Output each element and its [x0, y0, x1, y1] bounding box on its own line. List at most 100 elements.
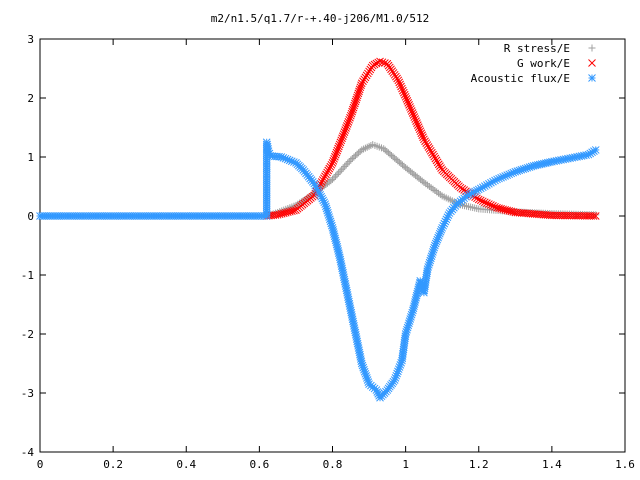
data-point	[342, 161, 350, 169]
data-point	[344, 118, 353, 126]
data-point	[322, 170, 330, 179]
data-point	[406, 105, 415, 113]
legend-marker	[588, 74, 596, 82]
data-point	[483, 199, 491, 208]
data-point	[485, 200, 493, 208]
data-point	[425, 182, 433, 190]
data-point	[403, 97, 412, 105]
data-point	[407, 107, 416, 115]
data-point	[332, 172, 340, 180]
data-point	[420, 178, 428, 186]
x-tick-label: 0.6	[249, 458, 269, 471]
data-point	[337, 136, 346, 145]
data-point	[355, 87, 363, 96]
data-point	[321, 172, 329, 181]
data-point	[347, 156, 355, 164]
y-tick-label: 1	[27, 151, 34, 164]
data-point	[376, 57, 384, 66]
data-point	[336, 167, 344, 175]
data-point	[365, 67, 373, 76]
data-point	[416, 127, 425, 136]
data-point	[474, 195, 483, 204]
x-tick-label: 1	[402, 458, 409, 471]
legend-label: R stress/E	[504, 42, 570, 55]
data-point	[413, 119, 421, 127]
data-point	[478, 197, 487, 206]
data-point	[345, 158, 353, 166]
data-point	[335, 142, 343, 151]
data-point	[345, 115, 354, 124]
data-point	[330, 154, 338, 163]
data-point	[335, 140, 344, 149]
data-point	[354, 89, 363, 98]
data-point	[353, 150, 361, 158]
data-point	[338, 132, 347, 141]
data-point	[399, 88, 408, 97]
data-point	[355, 85, 364, 94]
data-point	[592, 211, 600, 219]
data-point	[589, 212, 598, 220]
y-tick-label: 0	[27, 210, 34, 223]
x-tick-label: 0.2	[103, 458, 123, 471]
y-tick-label: -4	[21, 446, 35, 459]
data-point	[431, 187, 439, 195]
data-point	[323, 168, 331, 177]
data-point	[348, 155, 356, 163]
legend-marker	[588, 59, 596, 67]
x-tick-label: 1.4	[542, 458, 562, 471]
data-point	[353, 93, 361, 102]
data-point	[361, 144, 369, 152]
data-point	[591, 212, 600, 220]
data-point	[401, 92, 410, 101]
data-point	[339, 130, 348, 139]
data-point	[399, 86, 407, 95]
chart-title: m2/n1.5/q1.7/r-+.40-j206/M1.0/512	[211, 12, 430, 25]
data-point	[396, 80, 404, 89]
data-point	[340, 128, 349, 136]
data-point	[342, 124, 350, 132]
data-point	[338, 166, 346, 174]
legend-marker	[588, 44, 596, 52]
data-point	[335, 169, 343, 177]
data-point	[325, 164, 334, 173]
data-point	[430, 152, 439, 161]
data-point	[368, 61, 377, 70]
data-point	[341, 126, 350, 134]
data-point	[290, 206, 298, 215]
data-point	[362, 71, 371, 80]
data-point	[429, 150, 437, 159]
data-point	[434, 160, 443, 169]
data-point	[351, 99, 359, 108]
data-point	[336, 138, 345, 147]
data-point	[346, 111, 355, 120]
data-point	[333, 171, 341, 179]
data-point	[409, 111, 418, 119]
data-point	[328, 159, 337, 167]
data-point	[338, 134, 346, 143]
data-point	[361, 73, 370, 82]
data-point	[428, 148, 436, 157]
data-point	[423, 141, 432, 149]
data-point	[395, 78, 404, 87]
y-tick-label: 2	[27, 92, 34, 105]
data-point	[394, 76, 403, 85]
data-point	[591, 146, 600, 154]
legend: R stress/E G work/E Acoustic flux/E	[471, 42, 596, 85]
data-point	[411, 115, 420, 123]
y-tick-label: -3	[21, 387, 34, 400]
data-point	[424, 143, 433, 151]
data-point	[436, 162, 444, 170]
data-point	[327, 160, 336, 169]
series-2	[36, 138, 600, 402]
data-point	[331, 150, 340, 159]
data-point	[410, 113, 419, 121]
data-point	[420, 135, 428, 144]
data-point	[355, 149, 363, 157]
data-point	[320, 174, 328, 183]
legend-label: Acoustic flux/E	[471, 72, 570, 85]
data-point	[400, 90, 409, 99]
data-point	[329, 156, 338, 165]
data-point	[346, 113, 354, 122]
data-point	[358, 146, 366, 154]
data-point	[351, 152, 359, 160]
